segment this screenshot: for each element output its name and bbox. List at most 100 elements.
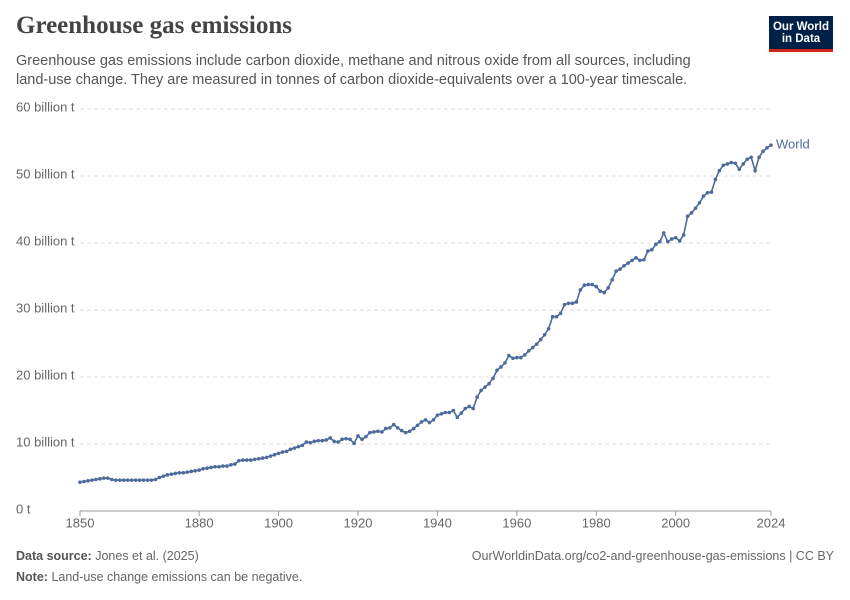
point <box>415 423 420 428</box>
point <box>197 468 201 472</box>
source: Data source: Jones et al. (2025) <box>16 549 199 563</box>
point <box>463 406 468 411</box>
source-text[interactable]: Jones et al. (2025) <box>95 549 199 563</box>
point <box>153 477 158 482</box>
note: Note: Land-use change emissions can be n… <box>16 570 302 584</box>
point <box>244 458 249 462</box>
x-tick-label: 1960 <box>502 515 531 530</box>
point <box>705 190 710 195</box>
point <box>669 237 674 241</box>
point <box>260 456 265 460</box>
point <box>332 439 336 444</box>
logo-line: Our World <box>772 21 829 33</box>
point <box>689 211 694 215</box>
point <box>185 470 190 474</box>
point <box>344 436 348 441</box>
point <box>161 474 166 478</box>
note-text: Land-use change emissions can be negativ… <box>51 570 303 584</box>
point <box>383 426 388 431</box>
point <box>169 472 174 476</box>
point <box>209 465 213 470</box>
point <box>86 479 90 483</box>
y-tick-label: 0 t <box>16 501 31 516</box>
point <box>177 471 182 475</box>
point <box>570 301 575 306</box>
point <box>256 456 261 461</box>
point <box>284 449 289 454</box>
point <box>403 430 408 435</box>
point <box>98 477 102 481</box>
point <box>304 440 309 444</box>
point <box>499 365 503 369</box>
point <box>471 406 475 411</box>
x-tick-label: 1940 <box>423 515 452 530</box>
point <box>320 438 325 443</box>
point <box>137 478 142 482</box>
point <box>348 437 352 442</box>
point <box>368 430 372 435</box>
point <box>646 249 650 253</box>
point <box>117 478 122 482</box>
point <box>634 255 638 260</box>
point <box>141 478 146 482</box>
url[interactable]: OurWorldinData.org/co2-and-greenhouse-ga… <box>471 549 834 563</box>
point <box>387 426 392 430</box>
x-tick-label: 1880 <box>185 515 214 530</box>
point <box>586 282 591 287</box>
point <box>149 478 154 482</box>
point <box>90 478 94 482</box>
x-tick-label: 1900 <box>264 515 293 530</box>
point <box>594 284 599 289</box>
point <box>479 388 483 393</box>
point <box>717 168 722 173</box>
point <box>300 443 305 448</box>
point <box>737 167 742 172</box>
point <box>745 157 749 162</box>
point <box>574 300 579 304</box>
point <box>475 395 479 399</box>
point <box>673 235 678 240</box>
point <box>308 440 313 445</box>
point <box>562 302 567 307</box>
point <box>550 314 555 319</box>
note-label: Note: <box>16 570 48 584</box>
point <box>526 349 531 353</box>
line <box>79 144 772 483</box>
point <box>407 429 412 434</box>
y-tick-label: 20 billion t <box>16 367 75 382</box>
point <box>507 353 511 358</box>
x-tick-label: 2024 <box>757 515 786 530</box>
point <box>534 342 539 346</box>
y-tick-label: 50 billion t <box>16 166 75 181</box>
point <box>105 476 110 480</box>
point <box>316 438 321 443</box>
logo[interactable]: Our World in Data <box>769 16 833 52</box>
subtitle: Greenhouse gas emissions include carbon … <box>16 53 691 88</box>
point <box>538 337 543 342</box>
y-tick-label: 40 billion t <box>16 233 75 248</box>
point <box>229 462 233 467</box>
point <box>725 162 730 166</box>
point <box>459 411 464 415</box>
point <box>654 242 658 247</box>
point <box>487 381 491 386</box>
point <box>503 361 507 365</box>
point <box>685 214 690 218</box>
series-label: World <box>776 137 810 152</box>
point <box>435 413 440 417</box>
y-tick-label: 30 billion t <box>16 300 75 315</box>
point <box>681 233 686 237</box>
point <box>558 311 563 316</box>
point <box>630 258 634 263</box>
point <box>376 429 380 434</box>
point <box>241 458 245 462</box>
point <box>189 469 193 474</box>
x-tick-label: 2000 <box>661 515 690 530</box>
point <box>650 247 654 252</box>
point <box>721 163 726 168</box>
point <box>352 441 356 446</box>
point <box>729 160 734 165</box>
point <box>709 190 714 194</box>
point <box>661 231 666 235</box>
